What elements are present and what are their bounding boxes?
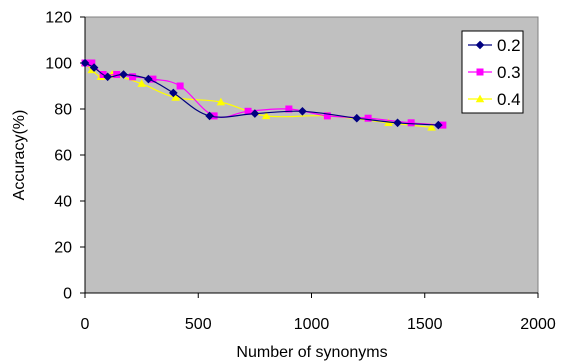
- data-point: [169, 88, 178, 98]
- legend-item: 0.4: [468, 90, 521, 109]
- x-tick-label: 500: [185, 316, 212, 333]
- y-tick-label: 60: [54, 148, 72, 165]
- data-point: [393, 118, 402, 128]
- y-tick-label: 120: [45, 10, 72, 27]
- series-layer: [80, 58, 447, 131]
- legend-label: 0.3: [497, 63, 521, 82]
- data-point: [261, 111, 271, 120]
- data-point: [205, 111, 214, 121]
- data-point: [119, 70, 128, 79]
- data-point: [89, 63, 99, 72]
- y-tick-label: 40: [54, 194, 72, 211]
- legend-label: 0.4: [497, 90, 521, 109]
- data-point: [103, 72, 112, 82]
- tick-labels: 0 20 40 60 80 100 120 0 500 1000 1500 2000: [45, 10, 556, 334]
- x-axis-label: Number of synonyms: [236, 344, 387, 361]
- data-point: [250, 109, 260, 118]
- data-point: [434, 120, 443, 130]
- legend-label: 0.2: [497, 36, 521, 55]
- y-tick-label: 100: [45, 56, 72, 73]
- x-tick-label: 2000: [520, 316, 556, 333]
- data-point: [144, 74, 153, 84]
- legend: 0.2 0.3 0.4: [461, 30, 524, 114]
- data-point: [216, 97, 226, 106]
- data-point: [352, 113, 362, 123]
- legend-item: 0.3: [468, 63, 521, 82]
- x-tick-label: 1000: [294, 316, 330, 333]
- data-point: [80, 58, 90, 68]
- legend-marker: [475, 94, 485, 103]
- data-point: [129, 73, 137, 81]
- legend-marker: [476, 68, 484, 76]
- legend-items: 0.2 0.3 0.4: [468, 36, 521, 109]
- data-point: [407, 119, 415, 127]
- data-point: [323, 112, 331, 120]
- x-tick-label: 1500: [407, 316, 443, 333]
- data-point: [176, 82, 184, 90]
- data-point: [364, 114, 372, 122]
- data-point: [427, 122, 436, 131]
- y-tick-label: 0: [63, 286, 72, 303]
- x-tick-label: 0: [81, 316, 90, 333]
- series-0.2: [80, 58, 443, 130]
- data-point: [298, 106, 307, 116]
- y-tick-label: 80: [54, 102, 72, 119]
- y-axis-label: Accuracy(%): [11, 110, 28, 201]
- legend-item: 0.2: [468, 36, 521, 55]
- legend-marker: [475, 40, 485, 50]
- data-point: [137, 79, 146, 87]
- y-tick-label: 20: [54, 240, 72, 257]
- data-point: [285, 105, 293, 113]
- data-point: [171, 93, 180, 101]
